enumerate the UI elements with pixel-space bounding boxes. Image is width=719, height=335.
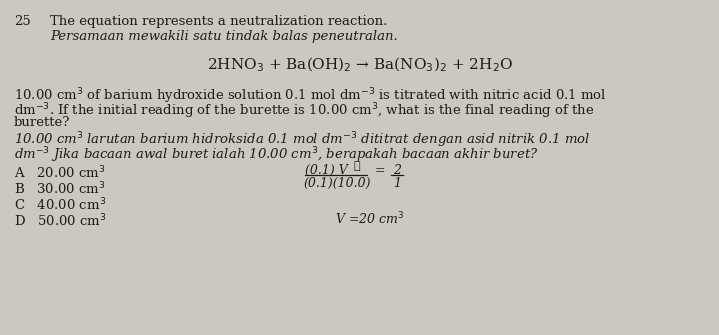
Text: Persamaan mewakili satu tindak balas peneutralan.: Persamaan mewakili satu tindak balas pen… bbox=[50, 30, 398, 43]
Text: A   20.00 cm$^3$: A 20.00 cm$^3$ bbox=[14, 165, 106, 182]
Text: dm$^{-3}$. If the initial reading of the burette is 10.00 cm$^3$, what is the fi: dm$^{-3}$. If the initial reading of the… bbox=[14, 101, 595, 121]
Text: V =20 cm$^3$: V =20 cm$^3$ bbox=[335, 211, 404, 227]
Text: C   40.00 cm$^3$: C 40.00 cm$^3$ bbox=[14, 197, 106, 214]
Text: (0.1) V: (0.1) V bbox=[305, 164, 348, 177]
Text: 25: 25 bbox=[14, 15, 31, 28]
Text: 2HNO$_3$ + Ba(OH)$_2$ → Ba(NO$_3$)$_2$ + 2H$_2$O: 2HNO$_3$ + Ba(OH)$_2$ → Ba(NO$_3$)$_2$ +… bbox=[207, 56, 513, 74]
Text: B   30.00 cm$^3$: B 30.00 cm$^3$ bbox=[14, 181, 106, 198]
Text: D   50.00 cm$^3$: D 50.00 cm$^3$ bbox=[14, 213, 106, 229]
Text: ✓: ✓ bbox=[353, 161, 360, 171]
Text: (0.1)(10.0): (0.1)(10.0) bbox=[303, 177, 370, 190]
Text: =: = bbox=[375, 164, 385, 177]
Text: The equation represents a neutralization reaction.: The equation represents a neutralization… bbox=[50, 15, 388, 28]
Text: 2: 2 bbox=[393, 164, 401, 177]
Text: 10.00 cm$^3$ of barium hydroxide solution 0.1 mol dm$^{-3}$ is titrated with nit: 10.00 cm$^3$ of barium hydroxide solutio… bbox=[14, 86, 607, 106]
Text: 10.00 cm$^3$ larutan barium hidroksida 0.1 mol dm$^{-3}$ dititrat dengan asid ni: 10.00 cm$^3$ larutan barium hidroksida 0… bbox=[14, 130, 590, 150]
Text: 1: 1 bbox=[393, 177, 401, 190]
Text: dm$^{-3}$ Jika bacaan awal buret ialah 10.00 cm$^3$, berapakah bacaan akhir bure: dm$^{-3}$ Jika bacaan awal buret ialah 1… bbox=[14, 145, 539, 164]
Text: burette?: burette? bbox=[14, 116, 70, 129]
